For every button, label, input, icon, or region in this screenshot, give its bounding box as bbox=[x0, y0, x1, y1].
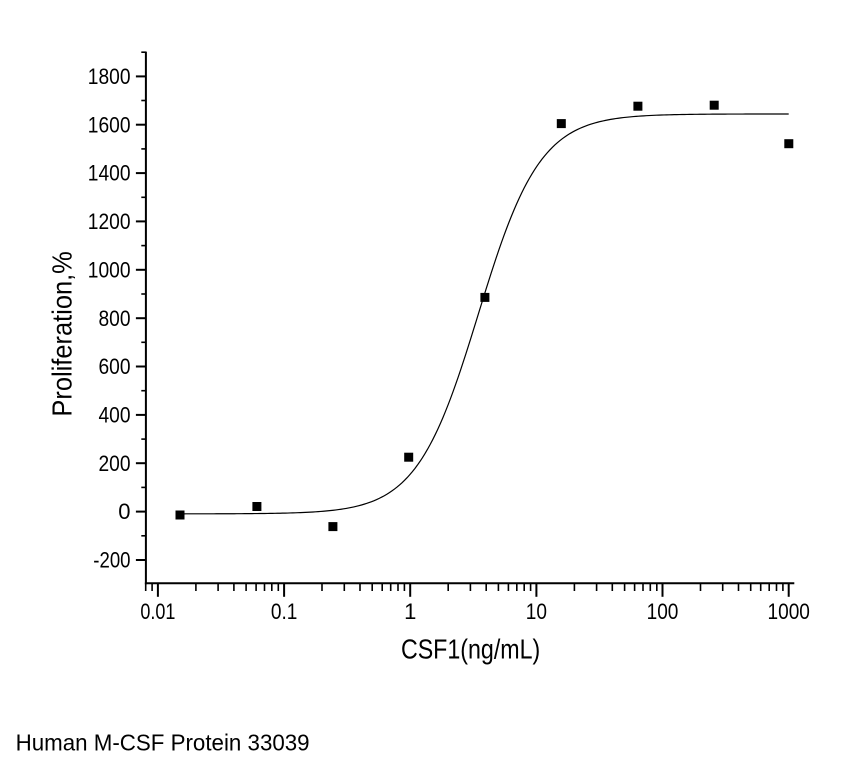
svg-text:CSF1(ng/mL): CSF1(ng/mL) bbox=[401, 634, 540, 665]
svg-text:0.1: 0.1 bbox=[271, 599, 298, 624]
svg-text:Human M-CSF Protein 33039: Human M-CSF Protein 33039 bbox=[16, 730, 310, 756]
svg-text:1600: 1600 bbox=[88, 112, 131, 137]
svg-text:1800: 1800 bbox=[88, 64, 131, 89]
svg-text:0.01: 0.01 bbox=[140, 599, 175, 624]
svg-text:1000: 1000 bbox=[768, 599, 810, 624]
svg-text:Proliferation,%: Proliferation,% bbox=[47, 251, 78, 416]
svg-text:400: 400 bbox=[99, 403, 131, 428]
svg-text:1400: 1400 bbox=[88, 161, 131, 186]
svg-text:1000: 1000 bbox=[88, 257, 131, 282]
svg-text:0: 0 bbox=[118, 499, 130, 524]
svg-text:200: 200 bbox=[99, 451, 131, 476]
svg-text:800: 800 bbox=[99, 306, 131, 331]
svg-text:1200: 1200 bbox=[88, 209, 131, 234]
svg-text:10: 10 bbox=[526, 599, 547, 624]
svg-text:100: 100 bbox=[647, 599, 679, 624]
svg-text:1: 1 bbox=[404, 599, 416, 624]
svg-text:600: 600 bbox=[99, 354, 131, 379]
svg-text:-200: -200 bbox=[93, 548, 130, 573]
